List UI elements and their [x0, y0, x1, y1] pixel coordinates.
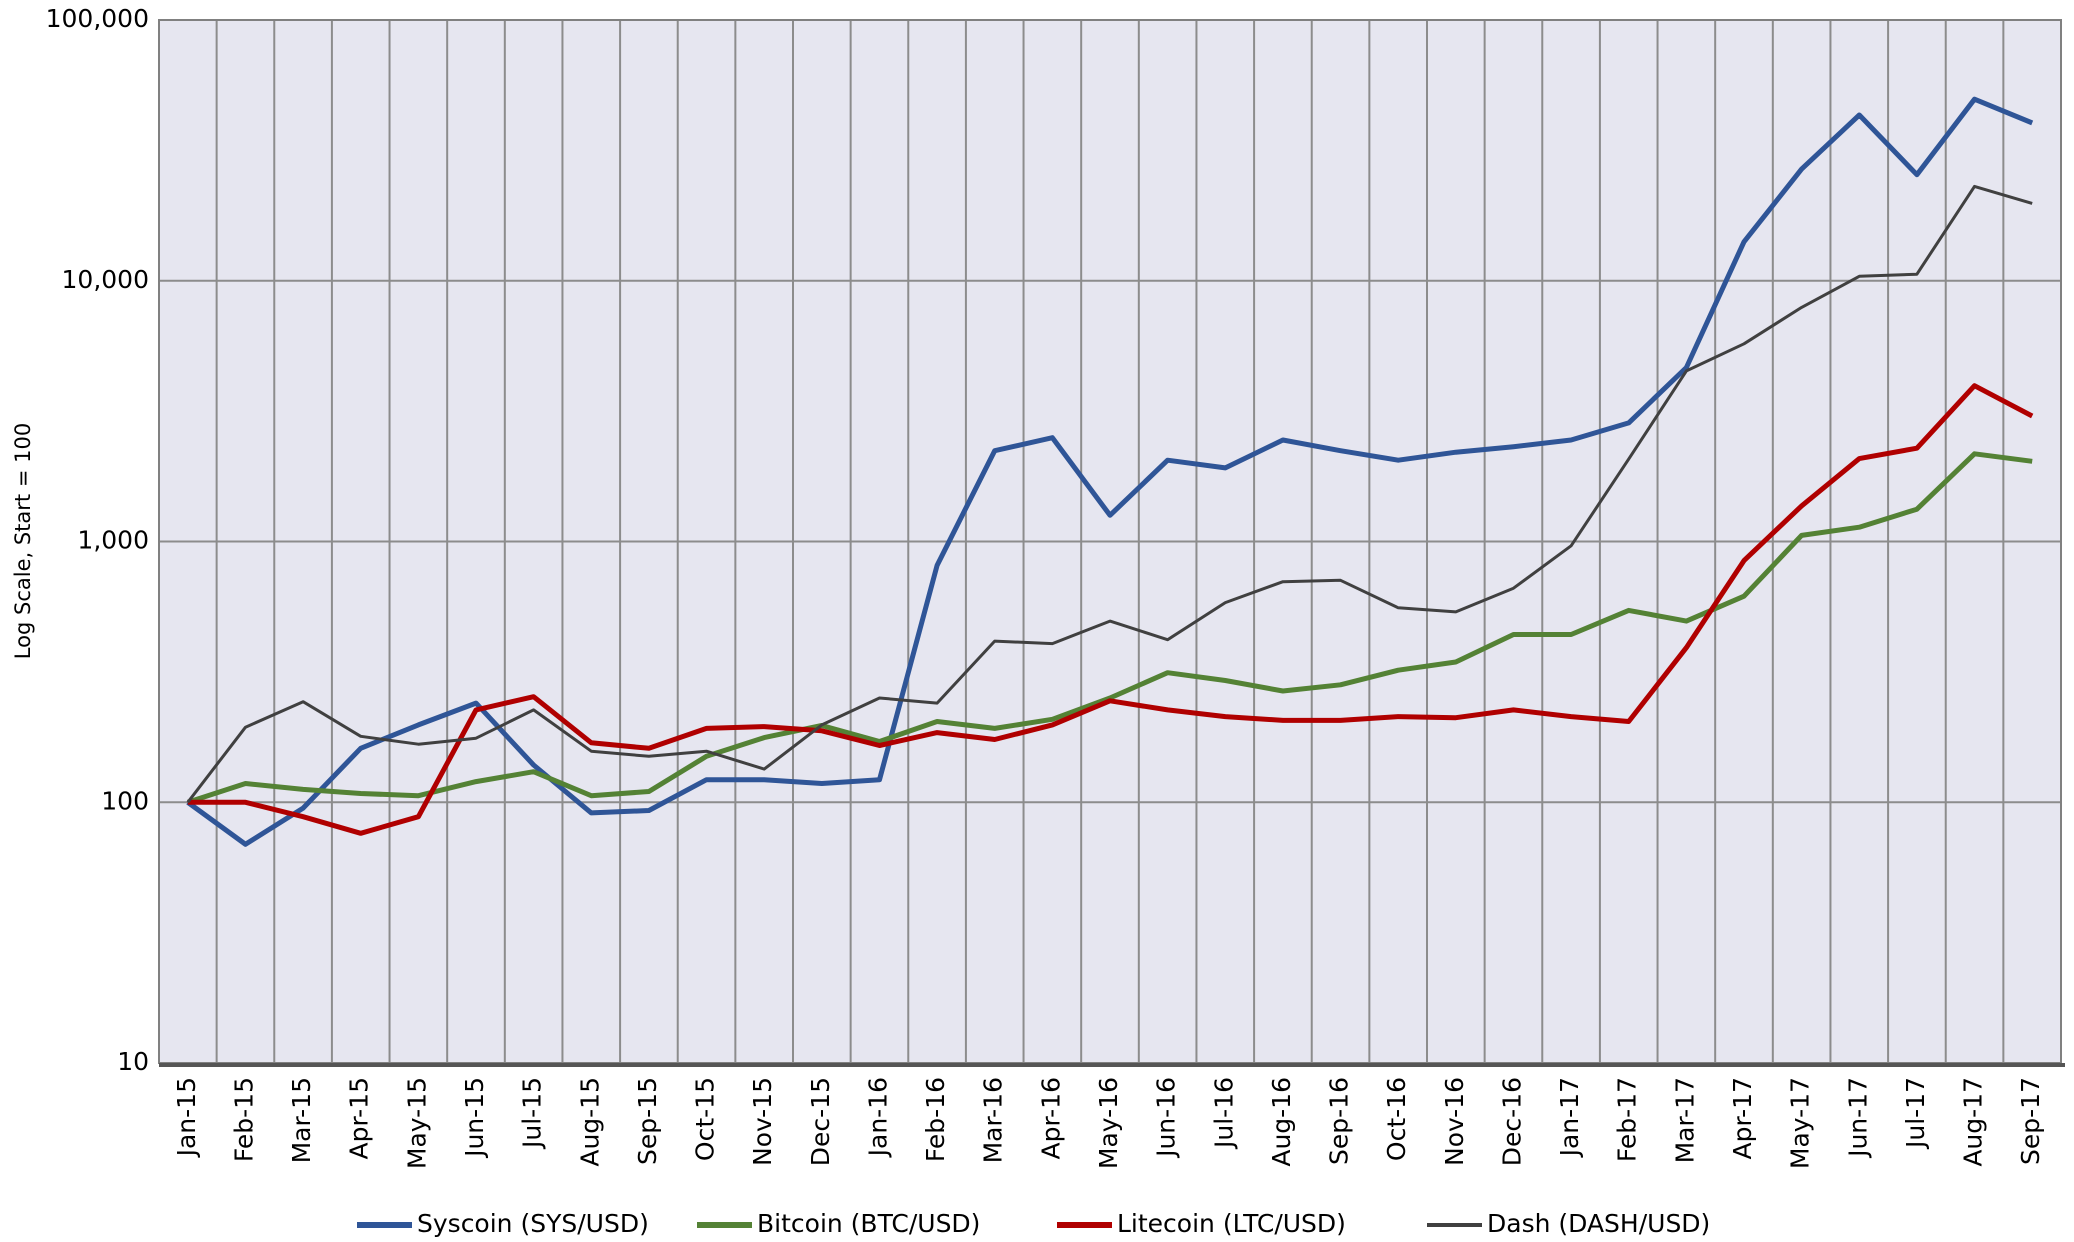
x-tick-label: Mar-17 — [1670, 1077, 1699, 1163]
x-tick-label: Apr-17 — [1728, 1077, 1757, 1159]
x-tick-label: Sep-15 — [633, 1077, 662, 1165]
x-tick-label: Jan-16 — [863, 1077, 892, 1158]
y-tick-label: 1,000 — [77, 526, 149, 555]
x-tick-label: Jan-15 — [172, 1077, 201, 1158]
x-tick-label: Mar-15 — [287, 1077, 316, 1163]
legend-label: Syscoin (SYS/USD) — [417, 1209, 649, 1238]
x-tick-label: Oct-15 — [691, 1077, 720, 1161]
x-tick-label: Feb-17 — [1613, 1077, 1642, 1162]
x-tick-label: Feb-15 — [229, 1077, 258, 1162]
x-tick-label: Sep-17 — [2016, 1077, 2045, 1165]
y-tick-label: 100,000 — [46, 4, 149, 33]
x-tick-label: May-16 — [1094, 1077, 1123, 1169]
legend: Syscoin (SYS/USD) Bitcoin (BTC/USD) Liteco… — [357, 1209, 1710, 1238]
series-line — [187, 451, 2033, 805]
x-tick-label: Aug-16 — [1267, 1077, 1296, 1167]
y-tick-label: 10,000 — [62, 265, 149, 294]
x-tick-label: May-17 — [1786, 1077, 1815, 1169]
y-tick-label: 10 — [117, 1047, 149, 1076]
series-line — [186, 184, 2033, 804]
x-tick-label: Jul-16 — [1209, 1077, 1238, 1150]
x-tick-label: Sep-16 — [1325, 1077, 1354, 1165]
x-tick-label: Dec-15 — [806, 1077, 835, 1166]
series-line — [186, 96, 2034, 847]
x-tick-label: Dec-16 — [1497, 1077, 1526, 1166]
x-tick-label: Jan-17 — [1555, 1077, 1584, 1158]
x-tick-label: Aug-17 — [1959, 1077, 1988, 1167]
x-tick-label: Aug-15 — [575, 1077, 604, 1167]
legend-label: Dash (DASH/USD) — [1487, 1209, 1710, 1238]
y-axis-label: Log Scale, Start = 100 — [11, 423, 35, 659]
series-line — [187, 383, 2034, 836]
x-tick-label: Jun-16 — [1152, 1077, 1181, 1159]
x-tick-label: Nov-15 — [748, 1077, 777, 1166]
x-tick-label: Apr-16 — [1036, 1077, 1065, 1159]
x-tick-label: Jun-15 — [460, 1077, 489, 1159]
x-tick-label: Apr-15 — [345, 1077, 374, 1159]
x-tick-label: Mar-16 — [979, 1077, 1008, 1163]
x-tick-label: Nov-16 — [1440, 1077, 1469, 1166]
legend-label: Litecoin (LTC/USD) — [1117, 1209, 1346, 1238]
x-tick-label: Jun-17 — [1843, 1077, 1872, 1159]
y-tick-label: 100 — [101, 786, 149, 815]
x-tick-label: Feb-16 — [921, 1077, 950, 1162]
x-tick-label: May-15 — [402, 1077, 431, 1169]
x-tick-label: Oct-16 — [1382, 1077, 1411, 1161]
x-tick-label: Jul-15 — [518, 1077, 547, 1150]
legend-label: Bitcoin (BTC/USD) — [757, 1209, 980, 1238]
x-tick-label: Jul-17 — [1901, 1077, 1930, 1150]
